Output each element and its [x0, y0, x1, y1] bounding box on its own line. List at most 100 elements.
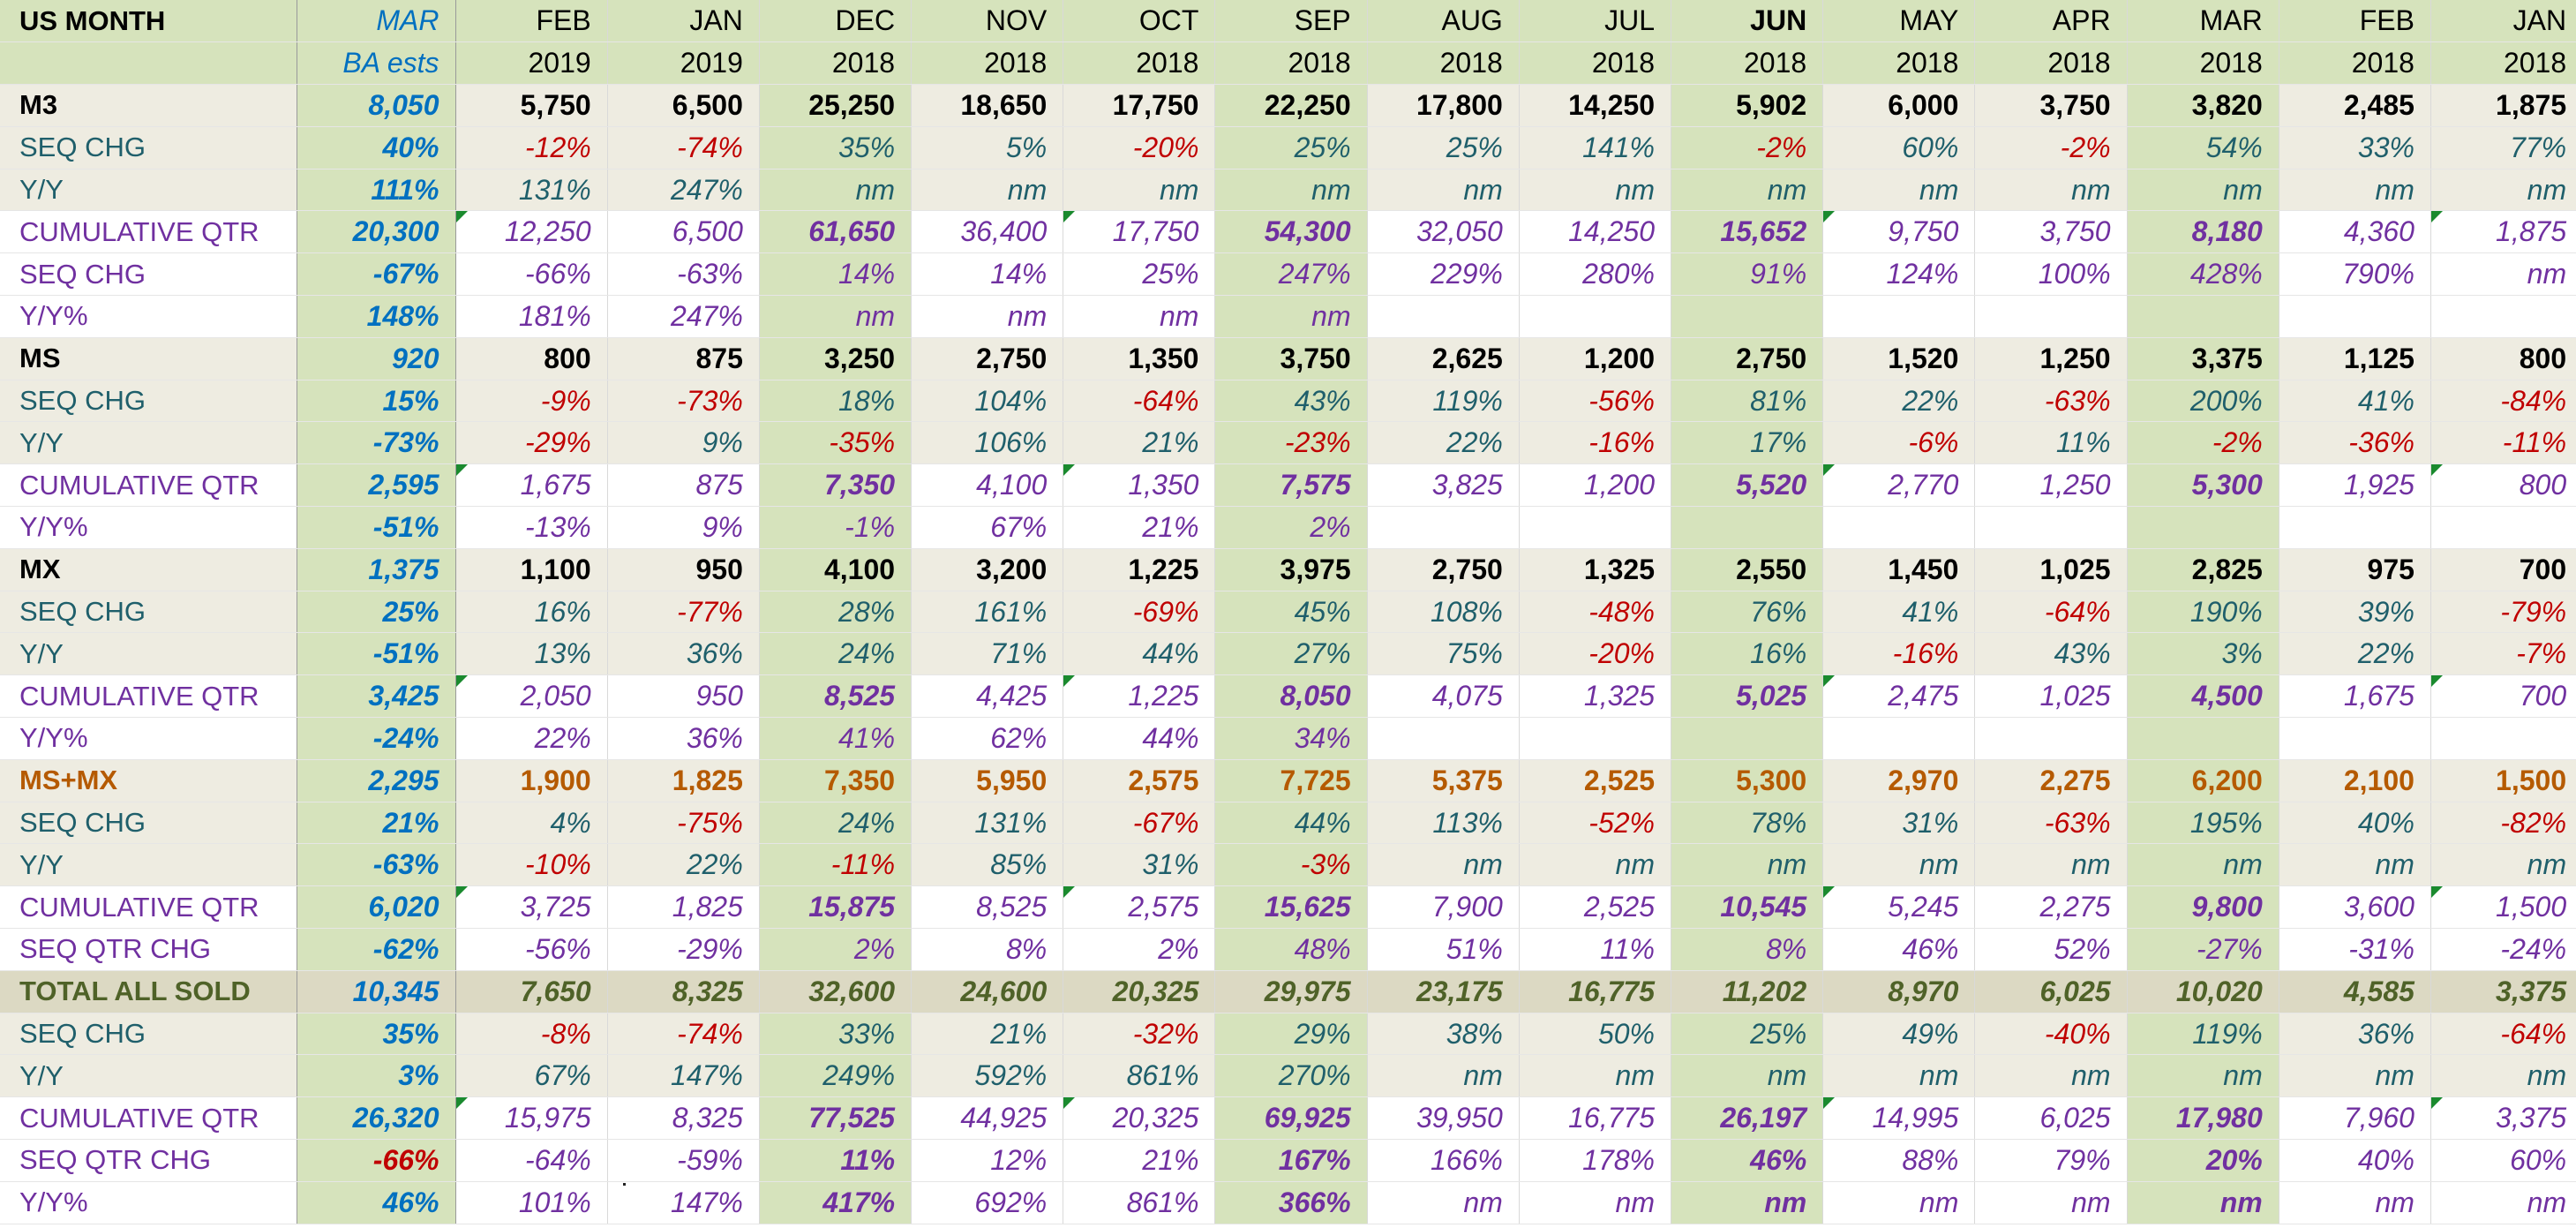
data-cell: nm	[1063, 295, 1216, 338]
data-cell: -73%	[297, 421, 456, 465]
header-month-cell: NOV	[911, 0, 1064, 43]
data-cell: 24%	[759, 802, 912, 845]
data-cell: 2,475	[1822, 674, 1976, 719]
data-cell: -2%	[1974, 126, 2128, 170]
data-cell: 229%	[1367, 252, 1520, 297]
data-cell: 1,325	[1519, 548, 1672, 591]
data-cell: 7,350	[759, 759, 912, 802]
data-cell: 6,025	[1974, 970, 2128, 1013]
data-cell: 76%	[1671, 591, 1824, 634]
data-cell: 41%	[1822, 591, 1976, 634]
data-cell: nm	[759, 169, 912, 212]
header-year-cell: 2019	[607, 41, 760, 86]
data-cell: nm	[1822, 1181, 1976, 1224]
data-cell: 2,485	[2279, 84, 2431, 127]
data-cell: 1,350	[1063, 463, 1216, 508]
row-label: Y/Y%	[0, 1181, 297, 1224]
data-cell: 39%	[2279, 591, 2431, 634]
data-cell: -11%	[759, 843, 912, 887]
data-cell: -20%	[1519, 632, 1672, 676]
header-year-cell: 2018	[1974, 41, 2128, 86]
data-cell: -52%	[1519, 802, 1672, 845]
data-cell: 6,020	[297, 885, 456, 930]
header-year-cell: 2018	[2430, 41, 2576, 86]
data-cell: 1,520	[1822, 337, 1976, 380]
data-cell: 2,595	[297, 463, 456, 508]
header-month-cell: JAN	[2430, 0, 2576, 43]
table-row: MX 1,375 1,100 950 4,100 3,200 1,225 3,975 2,750…	[0, 548, 2576, 591]
data-cell: 247%	[607, 169, 760, 212]
data-cell: 4%	[455, 802, 608, 845]
data-cell: nm	[2127, 843, 2279, 887]
table-row: Y/Y -51% 13% 36% 24% 71% 44% 27% 75% -20% 16% -16% 4…	[0, 632, 2576, 676]
header-year-cell: 2018	[2279, 41, 2431, 86]
data-cell: 71%	[911, 632, 1064, 676]
data-cell: 1,125	[2279, 337, 2431, 380]
data-cell: 21%	[1063, 1139, 1216, 1182]
data-cell	[1974, 717, 2128, 760]
header-month-cell: MAR	[297, 0, 456, 43]
data-cell: -56%	[455, 928, 608, 971]
data-cell: 54%	[2127, 126, 2279, 170]
data-cell: 101%	[455, 1181, 608, 1224]
data-cell: -67%	[1063, 802, 1216, 845]
data-cell: 5,520	[1671, 463, 1824, 508]
data-cell	[1822, 717, 1976, 760]
data-cell: 181%	[455, 295, 608, 338]
data-cell: 2,525	[1519, 885, 1672, 930]
data-cell: 131%	[455, 169, 608, 212]
data-cell: -82%	[2430, 802, 2576, 845]
data-cell: 26,197	[1671, 1096, 1824, 1141]
table-row: Y/Y% 46% 101% 147% 417% 692% 861% 366% nm nm nm nm n…	[0, 1181, 2576, 1224]
data-cell	[2430, 717, 2576, 760]
data-cell: 12%	[911, 1139, 1064, 1182]
data-cell: -2%	[2127, 421, 2279, 465]
data-cell: 2,825	[2127, 548, 2279, 591]
data-cell: 106%	[911, 421, 1064, 465]
data-cell	[1519, 506, 1672, 549]
data-cell: 4,100	[759, 548, 912, 591]
data-cell: -23%	[1214, 421, 1368, 465]
row-label: MS	[0, 337, 297, 380]
data-cell: 1,825	[607, 759, 760, 802]
data-cell: 33%	[759, 1013, 912, 1056]
data-cell: 4,100	[911, 463, 1064, 508]
data-cell	[1367, 506, 1520, 549]
data-cell: 11%	[1974, 421, 2128, 465]
data-cell	[1974, 506, 2128, 549]
table-row: SEQ CHG -67% -66% -63% 14% 14% 25% 247% 229% 280%…	[0, 252, 2576, 297]
data-cell: 22%	[1822, 380, 1976, 423]
data-cell: 3,750	[1974, 84, 2128, 127]
row-label: Y/Y	[0, 169, 297, 212]
data-cell: -64%	[2430, 1013, 2576, 1056]
data-cell: 417%	[759, 1181, 912, 1224]
data-cell: 46%	[297, 1181, 456, 1224]
data-cell: -74%	[607, 126, 760, 170]
data-cell: 35%	[759, 126, 912, 170]
data-cell: 18%	[759, 380, 912, 423]
data-cell: -59%	[607, 1139, 760, 1182]
data-cell: 10,545	[1671, 885, 1824, 930]
data-cell: 36%	[2279, 1013, 2431, 1056]
table-row: Y/Y 3% 67% 147% 249% 592% 861% 270% nm nm nm nm nm nm…	[0, 1054, 2576, 1098]
data-cell: 280%	[1519, 252, 1672, 297]
data-cell: 1,675	[2279, 674, 2431, 719]
data-cell: -11%	[2430, 421, 2576, 465]
data-cell: 91%	[1671, 252, 1824, 297]
data-cell	[1822, 506, 1976, 549]
row-label: Y/Y%	[0, 506, 297, 549]
data-cell: 18,650	[911, 84, 1064, 127]
table-row: Y/Y% -24% 22% 36% 41% 62% 44% 34%	[0, 717, 2576, 760]
data-cell: -24%	[297, 717, 456, 760]
data-cell: 17,750	[1063, 84, 1216, 127]
data-cell: 3,750	[1214, 337, 1368, 380]
data-cell: 8%	[1671, 928, 1824, 971]
data-cell: 4,075	[1367, 674, 1520, 719]
row-label: Y/Y	[0, 843, 297, 887]
data-cell: 1,875	[2430, 84, 2576, 127]
data-cell: 3,375	[2127, 337, 2279, 380]
data-cell: 5,245	[1822, 885, 1976, 930]
data-cell: 11%	[1519, 928, 1672, 971]
data-cell: nm	[1519, 1054, 1672, 1098]
